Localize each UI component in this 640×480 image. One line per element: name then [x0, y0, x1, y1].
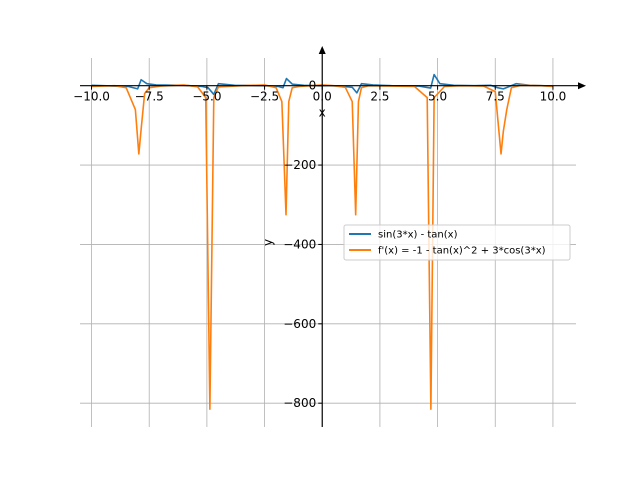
x-tick-label-5: 2.5 [370, 90, 389, 104]
y-tick-label-0: 0 [309, 79, 317, 93]
x-tick-label-6: 5.0 [428, 90, 447, 104]
legend: sin(3*x) - tan(x) f'(x) = -1 - tan(x)^2 … [343, 224, 571, 261]
x-tick-label-7: 7.5 [486, 90, 505, 104]
y-tick-label-3: −600 [283, 317, 316, 331]
x-tick-label-4: 0.0 [313, 90, 332, 104]
x-tick-label-1: −7.5 [135, 90, 164, 104]
x-tick-label-8: 10.0 [540, 90, 567, 104]
x-axis-arrow [578, 82, 586, 90]
y-tick-label-4: −800 [283, 396, 316, 410]
y-axis-arrow [318, 46, 326, 54]
tick-marks [91, 85, 554, 404]
x-tick-label-0: −10.0 [73, 90, 110, 104]
y-tick-label-2: −400 [283, 237, 316, 251]
tick-labels: −10.0 −7.5 −5.0 −2.5 0.0 2.5 5.0 7.5 10.0 0 −200 −4… [73, 79, 566, 410]
x-axis-label: x [319, 106, 326, 120]
y-axis-label: y [261, 239, 275, 246]
legend-label-0: sin(3*x) - tan(x) [378, 230, 458, 241]
x-tick-label-3: −2.5 [250, 90, 279, 104]
legend-label-1: f'(x) = -1 - tan(x)^2 + 3*cos(3*x) [378, 246, 546, 257]
y-tick-label-1: −200 [283, 158, 316, 172]
axes [80, 46, 586, 427]
x-tick-label-2: −5.0 [192, 90, 221, 104]
legend-box [343, 224, 571, 261]
